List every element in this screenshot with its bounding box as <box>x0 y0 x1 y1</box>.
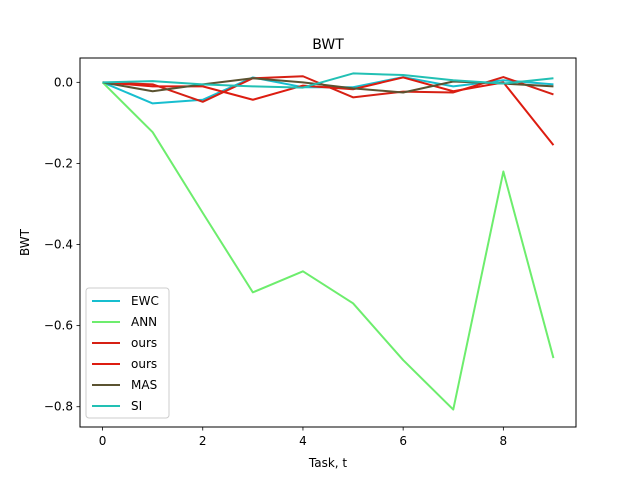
y-tick-label: 0.0 <box>54 75 73 89</box>
y-tick-label: −0.2 <box>44 156 73 170</box>
legend-label-ewc-0: EWC <box>131 294 159 308</box>
series-line-ann-1 <box>101 81 555 411</box>
axes-frame <box>79 57 577 428</box>
chart-title: BWT <box>312 37 344 53</box>
y-axis: 0.0 −0.2 −0.4 −0.6 −0.8 <box>44 75 80 414</box>
series-layer <box>101 72 555 411</box>
legend-label-ours-3: ours <box>131 357 157 371</box>
x-tick-label: 2 <box>199 434 207 448</box>
y-axis-label: BWT <box>18 228 32 256</box>
x-tick-label: 8 <box>500 434 508 448</box>
legend-label-si-5: SI <box>131 399 142 413</box>
legend: EWC ANN ours ours MAS SI <box>85 287 170 419</box>
series-line-ours-3 <box>102 76 555 146</box>
legend-label-ann-1: ANN <box>131 315 157 329</box>
x-tick-label: 0 <box>99 434 107 448</box>
y-tick-label: −0.4 <box>44 238 73 252</box>
y-tick-label: −0.8 <box>44 400 73 414</box>
x-tick-label: 4 <box>299 434 307 448</box>
x-axis: 0 2 4 6 8 <box>99 427 507 448</box>
legend-label-mas-4: MAS <box>131 378 157 392</box>
series-line-si-5 <box>102 72 554 89</box>
x-axis-label: Task, t <box>308 456 348 470</box>
y-tick-label: −0.6 <box>44 319 73 333</box>
legend-label-ours-2: ours <box>131 336 157 350</box>
x-tick-label: 6 <box>399 434 407 448</box>
